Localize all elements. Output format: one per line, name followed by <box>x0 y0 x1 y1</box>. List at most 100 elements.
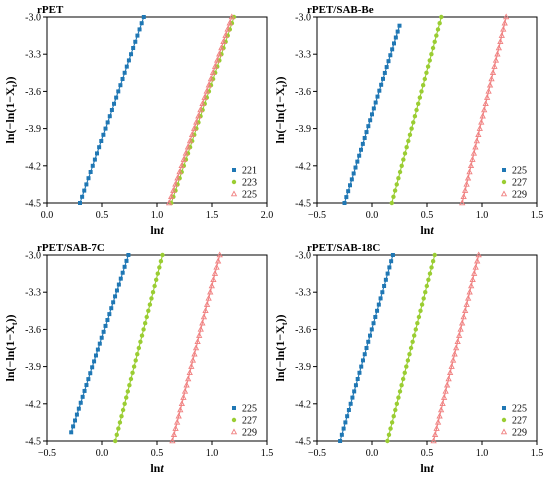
data-point <box>401 157 406 162</box>
data-point <box>346 189 351 194</box>
data-point <box>392 41 396 46</box>
data-point <box>397 389 403 394</box>
x-axis-label: lnt <box>150 223 164 237</box>
data-point <box>431 431 439 438</box>
data-point <box>435 27 441 32</box>
data-point <box>416 314 422 320</box>
data-point <box>409 126 414 131</box>
data-point <box>349 177 354 182</box>
data-point <box>193 118 200 125</box>
data-point <box>174 174 181 181</box>
data-point <box>388 426 393 431</box>
legend-marker <box>500 190 508 197</box>
x-tick-label: 0.5 <box>421 448 434 459</box>
data-point <box>170 187 177 193</box>
data-point <box>214 56 221 63</box>
data-point <box>78 201 82 205</box>
data-point <box>473 137 481 144</box>
data-point <box>99 139 104 143</box>
data-point <box>455 332 463 338</box>
data-point <box>211 270 219 276</box>
legend-label: 225 <box>512 404 527 415</box>
legend-marker <box>501 179 507 185</box>
data-point <box>82 388 87 393</box>
data-point <box>389 259 394 264</box>
data-point <box>479 112 486 119</box>
data-point <box>346 408 351 412</box>
data-point <box>434 418 442 425</box>
legend-marker <box>231 417 237 423</box>
data-point <box>472 263 479 270</box>
data-point <box>339 432 344 437</box>
data-point <box>119 414 124 419</box>
legend-marker <box>230 190 238 197</box>
data-point <box>404 145 409 150</box>
data-point <box>103 323 108 328</box>
series-221 <box>78 15 146 205</box>
data-point <box>341 426 346 431</box>
data-point <box>448 363 455 369</box>
data-point <box>71 424 76 429</box>
legend-marker <box>502 406 506 410</box>
data-point <box>466 168 473 175</box>
data-point <box>116 426 121 431</box>
data-point <box>353 165 358 170</box>
data-point <box>138 339 143 344</box>
data-point <box>392 188 398 193</box>
data-point <box>182 149 189 156</box>
data-point <box>377 88 382 93</box>
data-point <box>391 194 396 199</box>
data-point <box>125 389 131 394</box>
x-axis-label: lnt <box>150 461 164 475</box>
data-point <box>461 187 469 193</box>
series-229 <box>169 251 223 444</box>
series-225 <box>342 23 402 205</box>
y-tick-label: -3.3 <box>25 288 41 299</box>
y-tick-label: -4.5 <box>25 199 41 210</box>
y-axis-label: ln(−ln(1−Xt)) <box>273 314 289 381</box>
data-point <box>153 277 159 282</box>
x-tick-label: −0.5 <box>38 448 56 459</box>
data-point <box>355 377 360 381</box>
data-point <box>437 406 445 413</box>
data-point <box>139 21 144 26</box>
data-point <box>95 347 100 352</box>
y-axis-label: ln(−ln(1−Xt)) <box>3 76 19 143</box>
data-point <box>197 325 204 332</box>
data-point <box>129 52 134 57</box>
data-point <box>446 369 454 376</box>
data-point <box>137 27 142 32</box>
data-point <box>468 282 475 289</box>
data-point <box>160 252 165 258</box>
data-point <box>430 437 437 444</box>
data-point <box>373 100 378 105</box>
data-point <box>402 151 408 156</box>
fit-line <box>461 16 507 204</box>
data-point <box>126 253 131 257</box>
data-point <box>357 370 362 375</box>
panel-3: −0.5 0.0 0.5 1.0 1.5 -3.0 -3.3 -3.6 -3.9 -4.2 -4.5… <box>3 242 273 475</box>
data-point <box>407 132 413 137</box>
data-point <box>399 163 404 168</box>
data-point <box>385 438 390 444</box>
data-point <box>197 106 204 113</box>
data-point <box>113 438 118 444</box>
data-point <box>203 301 211 307</box>
data-point <box>107 114 112 119</box>
data-point <box>412 333 417 338</box>
data-point <box>86 176 91 181</box>
data-point <box>485 87 492 94</box>
data-point <box>168 193 175 200</box>
data-point <box>426 277 431 282</box>
data-point <box>82 188 87 193</box>
data-point <box>503 13 510 20</box>
legend-label: 223 <box>242 178 257 189</box>
data-point <box>368 333 373 338</box>
data-point <box>207 75 215 82</box>
data-point <box>116 282 121 287</box>
y-tick-label: -3.3 <box>25 50 41 61</box>
data-point <box>114 288 119 293</box>
data-point <box>228 13 235 20</box>
data-point <box>425 64 431 69</box>
